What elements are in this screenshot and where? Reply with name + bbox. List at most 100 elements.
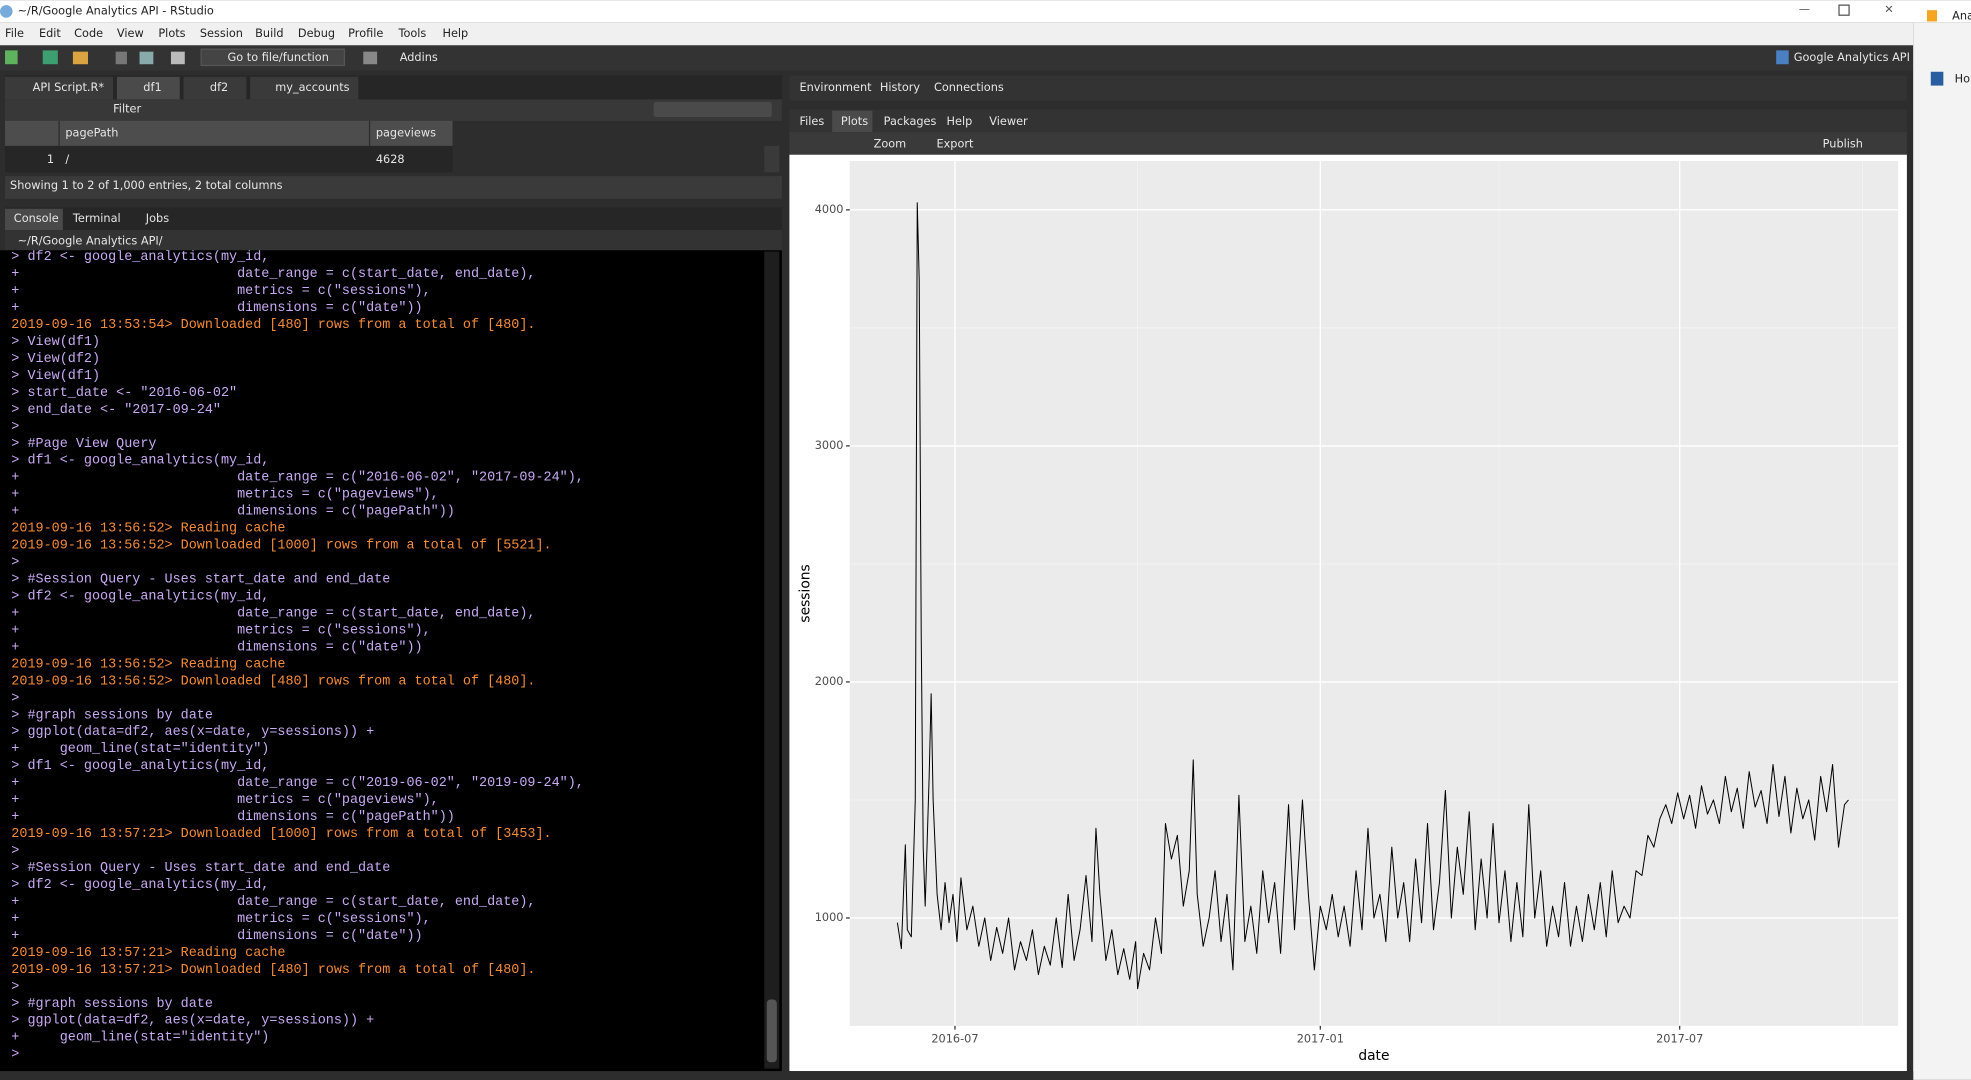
console-line: 2019-09-16 13:57:21> Downloaded [480] ro… xyxy=(11,963,535,978)
goto-box[interactable] xyxy=(200,48,346,67)
new-icon[interactable] xyxy=(5,50,18,65)
source-tab[interactable]: API Script.R* xyxy=(33,81,105,94)
menu-item[interactable]: Session xyxy=(200,27,243,40)
filter-button[interactable]: Filter xyxy=(113,102,141,115)
side-text: Ana xyxy=(1952,9,1971,22)
viewer-toolbar xyxy=(5,99,782,121)
minimize[interactable]: — xyxy=(1799,3,1810,16)
console-line: 2019-09-16 13:56:52> Reading cache xyxy=(11,522,285,537)
console-line: + geom_line(stat="identity") xyxy=(11,742,269,757)
addins-menu[interactable]: Addins xyxy=(400,51,438,64)
console-tab[interactable]: Console xyxy=(14,212,59,225)
tab-bg[interactable] xyxy=(116,76,180,100)
goto-field[interactable]: Go to file/function xyxy=(228,51,329,64)
save-icon[interactable] xyxy=(115,51,127,65)
menu-item[interactable]: Profile xyxy=(348,27,383,40)
column-header[interactable]: pageviews xyxy=(376,126,436,139)
scroll-thumb[interactable] xyxy=(766,999,777,1063)
console-line: + dimensions = c("date")) xyxy=(11,640,422,655)
export-button[interactable]: Export xyxy=(936,138,974,151)
print-icon[interactable] xyxy=(170,51,185,65)
menu-item[interactable]: Help xyxy=(442,27,468,40)
menu-item[interactable]: Build xyxy=(255,27,283,40)
x-tick-label: 2017-01 xyxy=(1297,1033,1344,1046)
project-menu[interactable]: Google Analytics API xyxy=(1794,51,1910,64)
console-line: > View(df1) xyxy=(11,335,100,350)
bottom-bar xyxy=(0,1071,1914,1080)
console-line: > View(df2) xyxy=(11,352,100,367)
zoom-button[interactable]: Zoom xyxy=(874,138,907,151)
browser-edge xyxy=(1913,22,1971,1080)
open-icon[interactable] xyxy=(72,51,88,65)
files-tab[interactable]: Viewer xyxy=(989,115,1028,128)
files-tab[interactable]: Files xyxy=(799,115,824,128)
tab-bg[interactable] xyxy=(5,208,63,231)
env-tab[interactable]: History xyxy=(880,81,921,94)
console-line: + geom_line(stat="identity") xyxy=(11,1031,269,1046)
console-line: 2019-09-16 13:56:52> Downloaded [1000] r… xyxy=(11,539,551,554)
plot-panel xyxy=(849,161,1899,1026)
menu-item[interactable]: View xyxy=(117,27,144,40)
close[interactable]: ✕ xyxy=(1884,3,1893,16)
console-line: > #Page View Query xyxy=(11,437,156,452)
source-tab[interactable]: df2 xyxy=(210,81,228,94)
menu-item[interactable]: Code xyxy=(74,27,103,40)
tab-bg[interactable] xyxy=(5,76,114,100)
y-tick-label: 2000 xyxy=(815,675,844,688)
menu-item[interactable]: Plots xyxy=(158,27,185,40)
console-tabbar xyxy=(5,207,782,231)
console-line: + metrics = c("sessions"), xyxy=(11,623,430,638)
source-tab[interactable]: my_accounts xyxy=(275,81,349,94)
files-tab[interactable]: Plots xyxy=(841,115,868,128)
layout-icon[interactable] xyxy=(363,51,378,65)
source-tab[interactable]: df1 xyxy=(143,81,161,94)
env-tab[interactable]: Environment xyxy=(799,81,872,94)
files-tab[interactable]: Packages xyxy=(884,115,937,128)
table-row xyxy=(5,145,453,173)
console-line: > xyxy=(11,980,19,995)
saveall-icon[interactable] xyxy=(139,51,154,65)
status-text: Showing 1 to 2 of 1,000 entries, 2 total… xyxy=(10,179,283,192)
column-header[interactable]: pagePath xyxy=(65,126,118,139)
console-line: > start_date <- "2016-06-02" xyxy=(11,386,237,401)
y-tick-label: 3000 xyxy=(815,439,844,452)
console-line: + metrics = c("pageviews"), xyxy=(11,793,438,808)
search-box[interactable] xyxy=(653,101,772,118)
env-tabbar xyxy=(789,75,1907,101)
menu-item[interactable]: Debug xyxy=(298,27,335,40)
side-text: Ho xyxy=(1955,72,1970,85)
console-tab[interactable]: Jobs xyxy=(145,212,169,225)
console-line: > ggplot(data=df2, aes(x=date, y=session… xyxy=(11,1014,374,1029)
publish-button[interactable]: Publish xyxy=(1823,138,1863,151)
console-tab[interactable]: Terminal xyxy=(72,212,121,225)
menu-item[interactable]: File xyxy=(5,27,24,40)
tab-bg[interactable] xyxy=(250,76,359,100)
scrollbar[interactable] xyxy=(764,145,780,173)
project-icon[interactable] xyxy=(42,50,58,65)
menu-item[interactable]: Edit xyxy=(39,27,61,40)
env-tab[interactable]: Connections xyxy=(934,81,1004,94)
console-line: + metrics = c("pageviews"), xyxy=(11,488,438,503)
tab-bg[interactable] xyxy=(183,76,247,100)
console-line: > df2 <- google_analytics(my_id, xyxy=(11,878,269,893)
window-title: ~/R/Google Analytics API - RStudio xyxy=(18,4,214,17)
console-line: + dimensions = c("date")) xyxy=(11,301,422,316)
console-line: > xyxy=(11,556,19,571)
console-line: + dimensions = c("pagePath")) xyxy=(11,505,455,520)
console-line: > View(df1) xyxy=(11,369,100,384)
browser-icon xyxy=(1927,10,1938,22)
tab-bg[interactable] xyxy=(832,110,873,133)
console-bg xyxy=(0,250,782,1074)
console-line: > df1 <- google_analytics(my_id, xyxy=(11,759,269,774)
menu-item[interactable]: Tools xyxy=(397,27,426,40)
console-line: > df2 <- google_analytics(my_id, xyxy=(11,250,269,265)
files-tab[interactable]: Help xyxy=(947,115,973,128)
x-axis-title: date xyxy=(1358,1048,1389,1064)
console-line: 2019-09-16 13:57:21> Reading cache xyxy=(11,946,285,961)
plot-toolbar xyxy=(789,132,1907,155)
scrollbar[interactable] xyxy=(764,251,780,1069)
console-line: + date_range = c("2016-06-02", "2017-09-… xyxy=(11,471,584,486)
restore[interactable] xyxy=(1838,4,1850,16)
plot: 2016-07 2017-01 2017-07 1000 2000 3000 4000 dat… xyxy=(798,161,1899,1064)
labels: ~/R/Google Analytics API - RStudio File Ed… xyxy=(5,4,1971,247)
